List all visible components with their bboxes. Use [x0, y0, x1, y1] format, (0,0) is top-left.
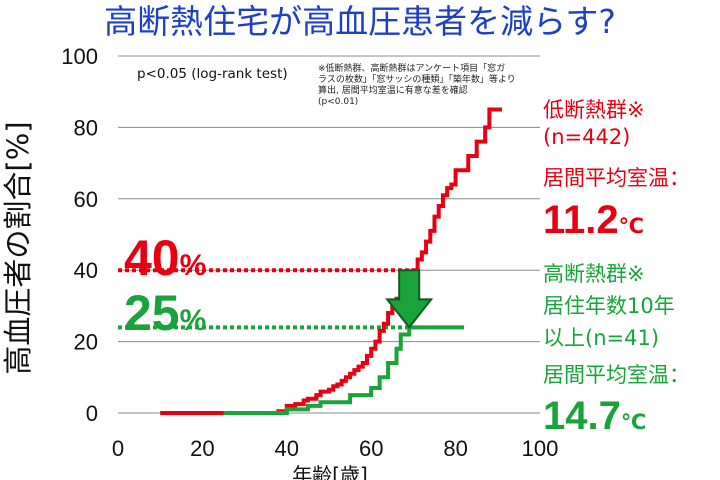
footnote-line: 算出, 居間平均室温に有意な差を確認 [318, 86, 468, 96]
x-tick-label: 40 [275, 436, 299, 461]
red-percent-number: 40 [124, 230, 180, 286]
red-group-n: (n=442) [543, 125, 631, 149]
page-title: 高断熱住宅が高血圧患者を減らす? [104, 2, 616, 41]
x-tick-label: 60 [359, 436, 383, 461]
green-temp: 14.7℃ [543, 394, 646, 439]
p-value-note: p<0.05 (log-rank test) [137, 66, 288, 82]
red-percent-unit: % [179, 249, 207, 282]
y-tick-label: 60 [74, 187, 98, 212]
green-temp-label: 居間平均室温： [543, 363, 690, 387]
red-group-name: 低断熱群※ [543, 98, 645, 122]
green-percent-annotation: 25% [124, 288, 206, 338]
x-tick-label: 20 [190, 436, 214, 461]
red-temp-value: 11.2 [543, 198, 619, 242]
series-lines [160, 107, 503, 415]
arrow-shape [385, 269, 434, 329]
green-percent-unit: % [179, 304, 207, 337]
green-percent-number: 25 [124, 285, 180, 341]
red-temp-unit: ℃ [618, 214, 645, 238]
footnote: ※低断熱群、高断熱群はアンケート項目「窓ガ ラスの枚数」「窓サッシの種類」「築年… [318, 64, 516, 108]
y-tick-label: 80 [74, 115, 98, 140]
high-insulation-series-line [223, 325, 465, 415]
low-insulation-series-line [160, 107, 503, 415]
x-tick-label: 0 [112, 436, 124, 461]
y-axis-label: 高血圧者の割合[%] [1, 121, 35, 375]
footnote-line: ※低断熱群、高断熱群はアンケート項目「窓ガ [318, 64, 506, 74]
green-years-line1: 居住年数10年 [543, 294, 675, 318]
footnote-line: ラスの枚数」「窓サッシの種類」「築年数」等より [318, 75, 516, 85]
x-tick-labels: 0 20 40 60 80 100 [112, 436, 558, 461]
y-tick-label: 100 [61, 44, 98, 69]
red-percent-annotation: 40% [124, 233, 206, 283]
y-tick-label: 40 [74, 258, 98, 283]
down-arrow [385, 269, 434, 329]
reference-lines [118, 268, 414, 330]
x-axis-label: 年齢[歳] [292, 463, 368, 480]
x-tick-label: 100 [522, 436, 559, 461]
x-tick-label: 80 [443, 436, 467, 461]
y-tick-labels: 0 20 40 60 80 100 [61, 44, 98, 426]
footnote-line: (p<0.01) [318, 97, 359, 107]
y-tick-label: 20 [74, 330, 98, 355]
red-temp-label: 居間平均室温： [543, 166, 690, 190]
green-temp-value: 14.7 [543, 394, 621, 438]
green-temp-unit: ℃ [620, 410, 647, 434]
green-years-line2: 以上(n=41) [543, 326, 660, 350]
y-tick-label: 0 [86, 401, 98, 426]
green-group-name: 高断熱群※ [543, 262, 645, 286]
red-temp: 11.2℃ [543, 198, 644, 243]
